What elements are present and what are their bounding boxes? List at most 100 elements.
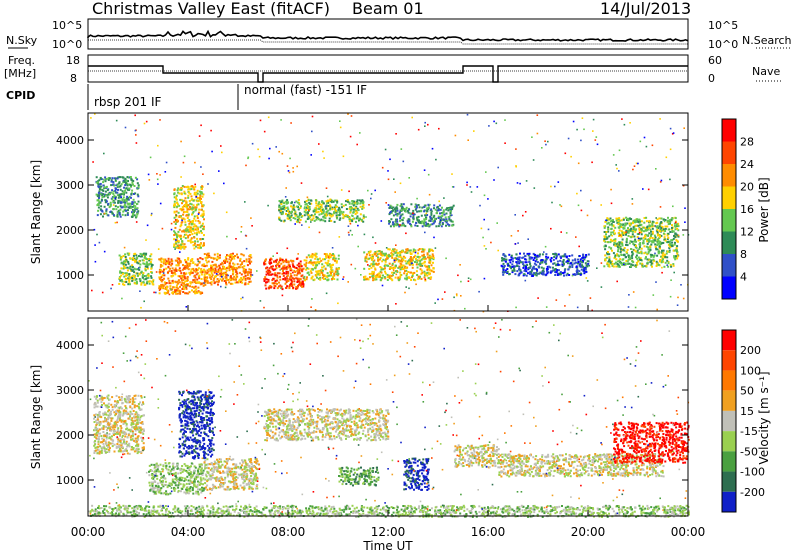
heat-cell (248, 260, 251, 263)
heat-cell (113, 177, 116, 180)
heat-cell (279, 278, 282, 281)
heat-cell (391, 264, 394, 267)
heat-cell (101, 291, 104, 294)
heat-cell (568, 294, 571, 296)
heat-cell (555, 299, 558, 301)
heat-cell (416, 218, 419, 221)
heat-cell (388, 275, 391, 278)
heat-cell (233, 275, 236, 278)
heat-cell (527, 238, 529, 240)
heat-cell (615, 265, 618, 268)
heat-cell (364, 256, 367, 259)
heat-cell (422, 254, 425, 257)
heat-cell (349, 222, 352, 225)
heat-cell (614, 238, 617, 241)
heat-cell (391, 207, 393, 209)
heat-cell (670, 218, 673, 221)
heat-cell (671, 228, 673, 231)
heat-cell (405, 262, 408, 265)
heat-cell (237, 256, 239, 259)
heat-cell (639, 259, 642, 261)
heat-cell (173, 216, 176, 219)
heat-cell (326, 262, 329, 265)
heat-cell (281, 205, 284, 208)
heat-cell (577, 162, 580, 165)
heat-cell (274, 272, 277, 275)
heat-cell (603, 265, 606, 268)
heat-cell (667, 216, 669, 219)
heat-cell (433, 218, 436, 221)
heat-cell (639, 242, 642, 244)
heat-cell (100, 205, 103, 208)
heat-cell (161, 279, 164, 281)
heat-cell (131, 211, 133, 214)
heat-cell (211, 150, 213, 153)
heat-cell (546, 270, 549, 273)
heat-cell (173, 286, 176, 289)
heat-cell (149, 156, 152, 159)
heat-cell (571, 254, 574, 257)
heat-cell (297, 220, 300, 223)
heat-cell (136, 272, 139, 275)
heat-cell (114, 180, 117, 182)
heat-cell (584, 262, 587, 265)
heat-cell (632, 221, 634, 224)
heat-cell (344, 215, 347, 218)
heat-cell (101, 446, 104, 449)
heat-cell (266, 269, 269, 272)
heat-cell (392, 253, 395, 256)
heat-cell (138, 260, 141, 263)
heat-cell (415, 258, 417, 260)
heat-cell (589, 297, 592, 299)
heat-cell (660, 217, 663, 220)
heat-cell (192, 225, 195, 228)
heat-cell (233, 263, 236, 266)
heat-cell (184, 280, 187, 283)
heat-cell (646, 258, 649, 261)
heat-cell (673, 256, 676, 259)
heat-cell (372, 257, 374, 259)
heat-cell (441, 223, 444, 226)
heat-cell (250, 256, 253, 259)
heat-cell (651, 144, 654, 147)
heat-cell (437, 225, 440, 228)
heat-cell (129, 276, 132, 279)
heat-cell (674, 256, 677, 259)
heat-cell (162, 284, 165, 287)
heat-cell (136, 274, 139, 277)
heat-cell (241, 266, 244, 269)
heat-cell (127, 253, 130, 256)
heat-cell (140, 282, 143, 284)
heat-cell (180, 193, 183, 196)
heat-cell (185, 285, 188, 287)
heat-cell (310, 271, 313, 274)
heat-cell (306, 267, 309, 270)
heat-cell (502, 253, 505, 255)
heat-cell (299, 267, 301, 270)
heat-cell (190, 272, 193, 275)
heat-cell (536, 254, 539, 257)
heat-cell (396, 212, 399, 215)
heat-cell (134, 114, 136, 117)
heat-cell (557, 253, 560, 256)
heat-cell (630, 218, 633, 221)
heat-cell (620, 226, 623, 228)
heat-cell (625, 229, 628, 232)
heat-cell (184, 205, 187, 208)
heat-cell (126, 445, 129, 448)
heat-cell (210, 129, 212, 132)
heat-cell (488, 125, 490, 127)
heat-cell (374, 278, 377, 281)
heat-cell (187, 194, 190, 197)
heat-cell (522, 214, 524, 217)
heat-cell (625, 231, 627, 233)
heat-cell (388, 222, 391, 225)
heat-cell (545, 273, 548, 276)
heat-cell (622, 234, 625, 236)
heat-cell (197, 230, 200, 233)
heat-cell (329, 205, 332, 208)
heat-cell (669, 221, 672, 223)
heat-cell (125, 179, 128, 182)
heat-cell (395, 264, 397, 267)
heat-cell (515, 264, 518, 267)
